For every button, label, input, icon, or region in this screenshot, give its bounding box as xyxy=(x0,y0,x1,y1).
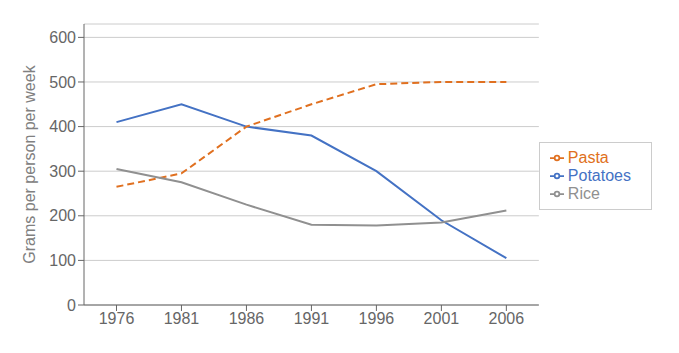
svg-text:1976: 1976 xyxy=(99,310,135,327)
html-text:Potatoes: Potatoes xyxy=(567,166,631,184)
svg-text:300: 300 xyxy=(49,163,76,180)
svg-text:1996: 1996 xyxy=(359,310,395,327)
svg-text:100: 100 xyxy=(49,252,76,269)
html-text:Pasta: Pasta xyxy=(567,148,609,166)
svg-text:0: 0 xyxy=(67,297,76,314)
svg-text:200: 200 xyxy=(49,207,76,224)
svg-text:400: 400 xyxy=(49,118,76,135)
svg-text:1981: 1981 xyxy=(164,310,200,327)
svg-text:1986: 1986 xyxy=(229,310,265,327)
svg-text:600: 600 xyxy=(49,29,76,46)
svg-text:Grams per person per week: Grams per person per week xyxy=(21,64,38,263)
svg-text:2006: 2006 xyxy=(489,310,525,327)
html-text:Rice: Rice xyxy=(567,184,600,202)
svg-text:2001: 2001 xyxy=(424,310,460,327)
svg-text:500: 500 xyxy=(49,74,76,91)
svg-text:1991: 1991 xyxy=(294,310,330,327)
